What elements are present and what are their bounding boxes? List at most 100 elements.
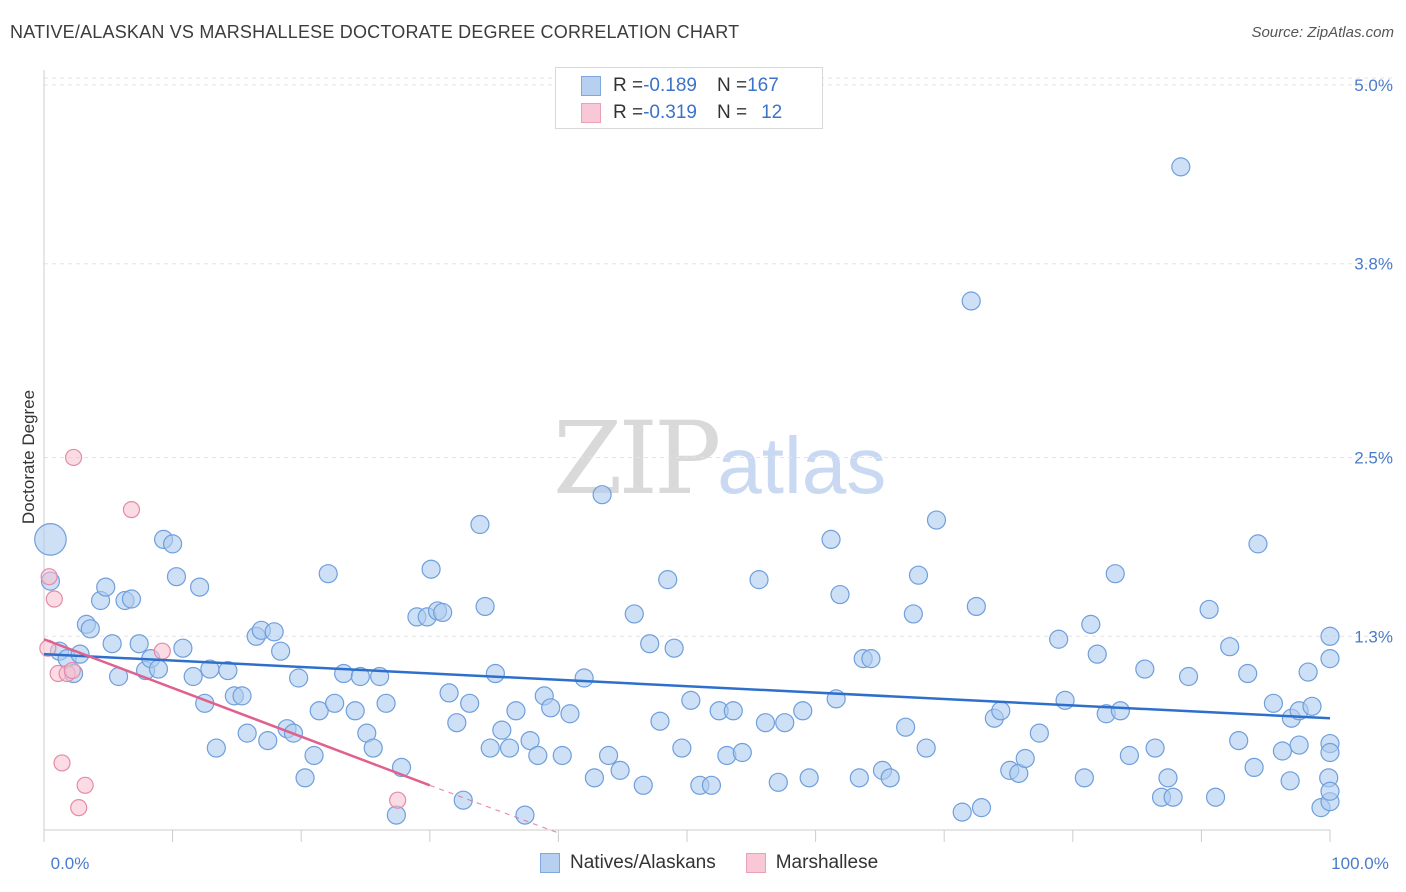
bottom-legend-natives: Natives/Alaskans (540, 852, 716, 874)
natives-point (717, 745, 737, 766)
natives-point (515, 805, 535, 825)
natives-point (96, 577, 116, 597)
legend-r-label: R = (613, 75, 644, 96)
natives-point (1320, 626, 1340, 646)
natives-point (664, 638, 684, 658)
natives-point (624, 604, 644, 624)
natives-point (363, 738, 383, 758)
natives-point (755, 713, 776, 733)
natives-point (552, 745, 572, 766)
bottom-legend: Natives/Alaskans Marshallese (540, 852, 908, 874)
y-tick-label: 1.3% (1354, 627, 1393, 646)
natives-point (421, 559, 441, 579)
natives-point (386, 805, 406, 825)
natives-point (640, 634, 660, 654)
x-tick-label: 0.0% (51, 854, 90, 873)
natives-point (528, 745, 548, 766)
natives-point (148, 659, 169, 679)
natives-point (439, 683, 459, 703)
legend-n-value: 12 (761, 102, 783, 123)
tick-labels: 1.3% 2.5% 3.8% 5.0% 0.0% 100.0% (51, 76, 1393, 873)
natives-point (1298, 662, 1318, 682)
natives-point (289, 668, 309, 688)
natives-point (102, 634, 122, 654)
natives-point (908, 565, 929, 585)
natives-point (350, 666, 370, 687)
natives-point (166, 567, 187, 587)
legend-swatch-natives (581, 76, 601, 96)
natives-point (926, 510, 947, 530)
natives-point (723, 701, 743, 721)
natives-point (1178, 666, 1199, 687)
x-tick-label: 100.0% (1331, 854, 1389, 873)
natives-point (541, 698, 561, 718)
natives-point (952, 802, 972, 822)
legend-row-marshallese: R = -0.319 N = 12 (581, 101, 782, 125)
natives-point (672, 738, 692, 758)
natives-point (218, 660, 238, 681)
watermark-zip: ZIP (553, 400, 721, 517)
natives-point (1205, 787, 1226, 807)
legend-box: R = -0.189 N = 167 R = -0.319 N = 12 (555, 67, 823, 129)
natives-point (1199, 599, 1219, 620)
y-tick-label: 2.5% (1354, 448, 1393, 467)
natives-point (681, 690, 701, 710)
natives-point (584, 768, 605, 788)
natives-point (433, 602, 453, 623)
natives-point (749, 570, 769, 590)
watermark: ZIPatlas (553, 400, 886, 517)
natives-point (971, 798, 992, 818)
bottom-legend-swatch-marshallese (745, 853, 766, 873)
marshallese-point (45, 590, 63, 608)
natives-point (173, 638, 193, 658)
natives-point (309, 701, 329, 721)
natives-point (880, 768, 900, 788)
y-tick-label: 3.8% (1354, 255, 1393, 274)
natives-point (1015, 748, 1035, 769)
bottom-legend-label-marshallese: Marshallese (775, 852, 879, 873)
natives-point (480, 738, 500, 758)
natives-point (1272, 741, 1293, 761)
natives-point (1029, 723, 1049, 743)
grid-lines (44, 77, 1394, 637)
series-marshallese-points (39, 448, 407, 817)
natives-point (821, 529, 841, 550)
natives-point (520, 730, 540, 751)
natives-point (183, 666, 203, 687)
natives-point (799, 768, 819, 788)
natives-point (271, 641, 291, 661)
natives-point (1238, 663, 1258, 684)
axes (43, 70, 1331, 842)
marshallese-trend-extension (429, 784, 559, 834)
marshallese-point (389, 791, 407, 809)
natives-point (574, 668, 594, 688)
natives-point (1163, 787, 1183, 807)
natives-point (592, 485, 612, 505)
natives-point (80, 619, 100, 639)
natives-point (1087, 644, 1107, 664)
natives-point (506, 701, 526, 721)
natives-point (861, 649, 881, 669)
natives-point (206, 738, 226, 758)
natives-point (903, 604, 923, 624)
natives-point (447, 713, 467, 733)
legend-r-value: -0.319 (643, 102, 697, 123)
legend-r-label: R = (613, 102, 644, 123)
natives-point (650, 711, 670, 731)
natives-point (34, 523, 67, 556)
natives-point (1320, 649, 1340, 669)
natives-point (295, 768, 315, 788)
natives-point (376, 693, 396, 713)
natives-point (190, 577, 210, 597)
natives-point (499, 738, 520, 758)
natives-point (1049, 629, 1069, 649)
natives-point (318, 564, 338, 584)
natives-point (475, 596, 495, 617)
natives-point (598, 745, 619, 766)
natives-point (793, 701, 813, 721)
natives-point (830, 584, 850, 605)
marshallese-point (63, 661, 81, 680)
marshallese-point (122, 501, 141, 519)
natives-point (1302, 696, 1322, 716)
natives-point (658, 570, 678, 590)
